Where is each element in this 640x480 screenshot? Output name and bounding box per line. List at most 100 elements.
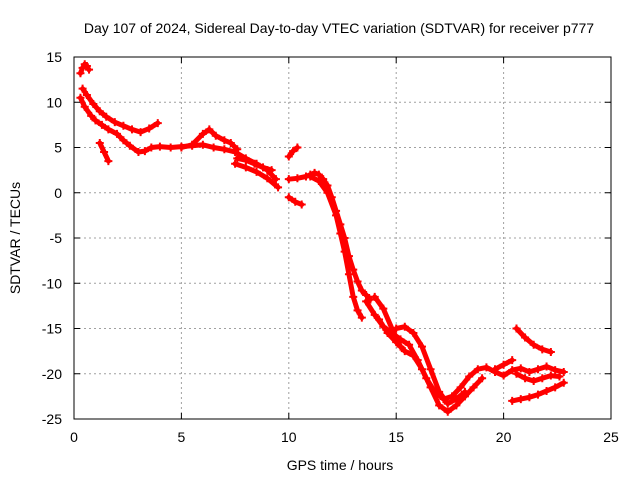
data-point [426,383,435,392]
data-point [443,399,452,408]
data-point [478,374,487,383]
data-point [452,395,461,404]
data-point [383,329,392,338]
data-point [284,193,293,202]
data-point [252,167,261,176]
data-point [241,163,250,172]
data-point [220,136,229,145]
data-series [491,356,517,374]
data-point [460,387,469,396]
data-point [555,372,564,381]
data-point [136,128,145,137]
data-point [400,347,409,356]
data-point [400,322,409,331]
data-point [314,176,323,185]
data-series [508,378,568,405]
data-point [387,324,396,333]
x-tick-label: 5 [178,429,186,445]
data-point [482,363,491,372]
data-point [435,387,444,396]
data-series [392,322,469,408]
y-tick-label: 10 [46,94,62,110]
data-point [110,118,119,127]
data-series [512,369,564,385]
x-tick-label: 15 [388,429,404,445]
data-point [166,143,175,152]
data-point [241,156,250,165]
data-point [417,365,426,374]
data-point [546,371,555,380]
data-series [306,172,366,322]
data-point [153,119,162,128]
data-series [76,60,94,78]
data-point [231,159,240,168]
data-point [533,365,542,374]
data-series [370,292,405,351]
data-point [198,140,207,149]
y-axis-label: SDTVAR / TECUs [7,182,23,294]
data-point [435,401,444,410]
x-tick-label: 10 [281,429,297,445]
data-point [82,91,91,100]
data-series [233,154,276,175]
x-tick-labels: 0 5 10 15 20 25 [70,429,619,445]
x-axis-label: GPS time / hours [287,457,394,473]
data-point [259,163,268,172]
data-point [521,333,530,342]
data-point [211,131,220,140]
data-point [456,383,465,392]
data-point [473,365,482,374]
data-point [499,371,508,380]
y-tick-label: -10 [42,275,62,291]
data-point [85,65,94,74]
y-tick-label: 5 [54,140,62,156]
data-point [525,393,534,402]
data-point [443,407,452,416]
data-point [426,365,435,374]
data-point [409,351,418,360]
data-point [119,121,128,130]
data-point [284,175,293,184]
grid [74,57,611,419]
data-series [362,297,568,404]
data-point [362,297,371,306]
data-point [375,315,384,324]
data-point [370,310,379,319]
data-point [127,125,136,134]
data-point [559,378,568,387]
data-point [297,200,306,209]
data-point [104,157,113,166]
data-point [512,369,521,378]
data-point [357,313,366,322]
data-point [508,366,517,375]
data-point [95,138,104,147]
data-point [78,84,87,93]
data-point [336,229,345,238]
data-point [512,324,521,333]
data-point [357,286,366,295]
data-point [220,145,229,154]
data-series [231,159,283,192]
data-point [89,100,98,109]
x-tick-label: 20 [496,429,512,445]
data-point [76,93,85,102]
data-point [551,383,560,392]
data-point [349,292,358,301]
data-series [284,193,306,209]
data-point [559,367,568,376]
data-point [102,112,111,121]
data-point [125,141,134,150]
x-tick-label: 25 [603,429,619,445]
data-point [533,390,542,399]
data-point [538,374,547,383]
data-points [76,60,568,416]
data-point [289,147,298,156]
data-point [405,340,414,349]
data-point [91,116,100,125]
data-point [417,342,426,351]
data-point [119,136,128,145]
data-point [508,356,517,365]
data-point [516,395,525,404]
data-point [198,129,207,138]
